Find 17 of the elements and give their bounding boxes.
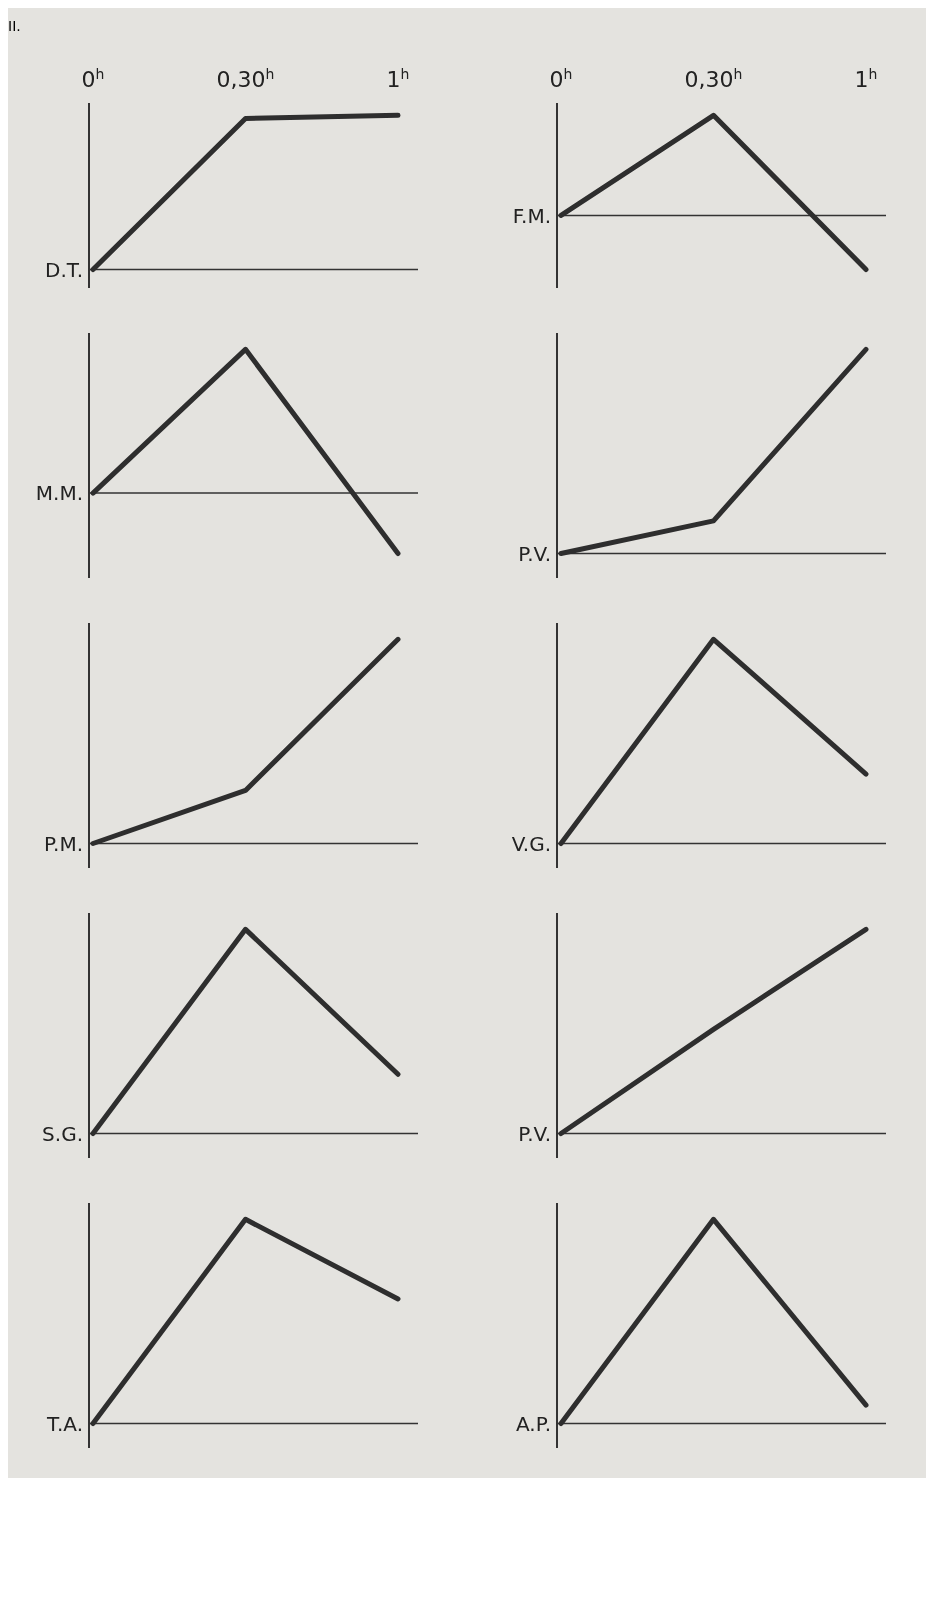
y-axis-title: A.P. bbox=[516, 1411, 551, 1436]
y-axis-title: S.G. bbox=[42, 1121, 83, 1146]
x-tick-label: 0,30$^{h}$ bbox=[216, 66, 275, 92]
y-axis-title: P.V. bbox=[518, 541, 551, 566]
y-axis-title: F.M. bbox=[512, 203, 551, 228]
x-tick-label: 0$^{h}$ bbox=[81, 66, 105, 92]
x-tick-label: 1$^{h}$ bbox=[854, 66, 878, 92]
x-tick-label: 1$^{h}$ bbox=[386, 66, 410, 92]
x-tick-label: 0$^{h}$ bbox=[549, 66, 573, 92]
y-axis-title: V.G. bbox=[511, 831, 551, 856]
y-axis-title: P.V. bbox=[518, 1121, 551, 1146]
y-axis-title: P.M. bbox=[44, 831, 83, 856]
chart-title: II. bbox=[8, 18, 21, 34]
y-axis-title: M.M. bbox=[35, 481, 83, 506]
x-tick-label: 0,30$^{h}$ bbox=[684, 66, 743, 92]
y-axis-title: D.T. bbox=[45, 257, 83, 282]
y-axis-title: T.A. bbox=[46, 1411, 83, 1436]
